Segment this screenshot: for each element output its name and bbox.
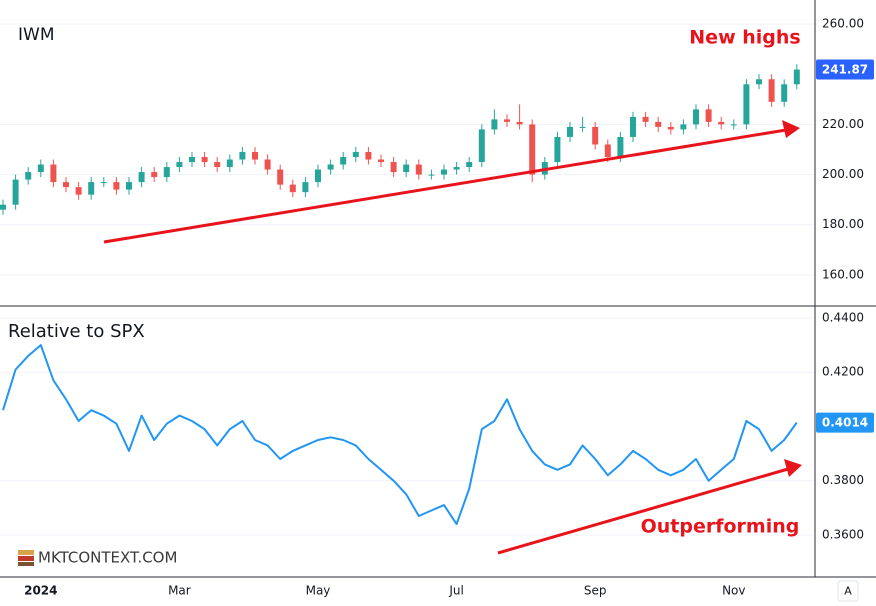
candle-body bbox=[491, 119, 498, 130]
candle-body bbox=[378, 159, 384, 163]
candle-body bbox=[289, 184, 296, 193]
y-tick-label: 0.4200 bbox=[822, 365, 864, 379]
candle-body bbox=[667, 126, 674, 130]
last-price-label: 241.87 bbox=[822, 63, 868, 77]
candle-body bbox=[428, 174, 435, 176]
candle-body bbox=[352, 151, 359, 158]
y-tick-label: 160.00 bbox=[822, 267, 864, 281]
x-tick-label: Jul bbox=[448, 584, 463, 598]
marks-layer bbox=[0, 64, 800, 526]
candle-body bbox=[617, 136, 624, 158]
candle-body bbox=[88, 182, 95, 195]
labels-layer: 160.00 180.00 200.00 220.00 260.00 241.87 0.36… bbox=[24, 17, 874, 598]
last-value-box bbox=[816, 412, 874, 433]
y-tick-label: 260.00 bbox=[822, 17, 864, 31]
candle-body bbox=[214, 162, 221, 168]
candle-body bbox=[163, 167, 170, 178]
arrow bbox=[103, 120, 800, 244]
x-tick-label: Nov bbox=[722, 584, 745, 598]
y-tick-label: 0.3600 bbox=[822, 527, 864, 541]
x-tick-label: Mar bbox=[168, 584, 191, 598]
candle-body bbox=[63, 182, 69, 188]
candle-body bbox=[705, 109, 712, 122]
candle-body bbox=[579, 126, 586, 128]
candle-body bbox=[630, 116, 636, 137]
watermark-logo bbox=[18, 550, 34, 566]
candle-body bbox=[390, 162, 397, 173]
candle-body bbox=[604, 144, 611, 158]
candle-body bbox=[680, 124, 687, 130]
candle-body bbox=[415, 164, 422, 175]
y-tick-label: 200.00 bbox=[822, 167, 864, 181]
y-tick-label: 0.4400 bbox=[822, 310, 864, 324]
candle-body bbox=[226, 159, 233, 168]
candle-body bbox=[315, 169, 321, 183]
x-tick-label: 2024 bbox=[24, 584, 57, 598]
candle-body bbox=[693, 109, 699, 125]
pane-title: IWM bbox=[18, 25, 55, 45]
candle-body bbox=[176, 162, 183, 168]
y-tick-label: 0.3800 bbox=[822, 473, 864, 487]
candle-body bbox=[264, 159, 271, 170]
candle-body bbox=[781, 84, 788, 102]
x-tick-label: Sep bbox=[584, 584, 607, 598]
candle-body bbox=[365, 151, 372, 160]
scale-button[interactable] bbox=[837, 580, 859, 602]
last-price-box bbox=[816, 59, 874, 80]
candle-body bbox=[189, 157, 195, 163]
y-tick-label: 180.00 bbox=[822, 217, 864, 231]
candle-body bbox=[642, 116, 649, 122]
candle-body bbox=[138, 172, 145, 183]
candle-body bbox=[441, 169, 447, 175]
candle-body bbox=[50, 164, 57, 183]
candle-body bbox=[756, 79, 762, 85]
candle-body bbox=[100, 182, 107, 184]
candle-body bbox=[793, 69, 800, 85]
candle-body bbox=[768, 79, 775, 102]
candle-body bbox=[126, 182, 132, 190]
candle-body bbox=[37, 164, 44, 173]
candle-body bbox=[453, 167, 460, 170]
x-tick-label: May bbox=[306, 584, 331, 598]
candle-body bbox=[730, 124, 737, 126]
candle-body bbox=[567, 126, 573, 137]
candle-body bbox=[75, 187, 82, 195]
last-value-label: 0.4014 bbox=[822, 416, 868, 430]
candle-body bbox=[327, 164, 334, 170]
candle-body bbox=[25, 172, 32, 180]
candle-body bbox=[302, 182, 309, 193]
pane-title: Relative to SPX bbox=[8, 321, 145, 342]
candle-body bbox=[113, 182, 120, 190]
scale-button-label[interactable]: A bbox=[844, 585, 852, 598]
candle-body bbox=[592, 126, 599, 145]
candle-body bbox=[252, 151, 258, 160]
annotation: Outperforming bbox=[641, 516, 800, 538]
y-tick-label: 220.00 bbox=[822, 117, 864, 131]
grid-layer bbox=[0, 23, 815, 536]
candle-body bbox=[340, 157, 347, 165]
candle-body bbox=[529, 124, 536, 175]
candle-body bbox=[743, 84, 750, 125]
candle-body bbox=[516, 121, 523, 125]
candle-body bbox=[0, 204, 6, 210]
arrow bbox=[497, 459, 802, 555]
candle-body bbox=[504, 119, 510, 122]
candle-body bbox=[239, 151, 246, 160]
candle-body bbox=[655, 121, 662, 127]
candle-body bbox=[151, 172, 158, 178]
candle-body bbox=[554, 136, 561, 163]
candle-body bbox=[403, 164, 410, 173]
line-series bbox=[2, 344, 798, 526]
candle-body bbox=[277, 169, 284, 185]
candle-body bbox=[718, 121, 725, 125]
annotation: New highs bbox=[689, 27, 800, 49]
candle-body bbox=[12, 179, 19, 205]
candle-body bbox=[466, 162, 473, 168]
candle-body bbox=[201, 157, 208, 163]
candle-body bbox=[478, 129, 485, 163]
watermark: MKTCONTEXT.COM bbox=[38, 549, 177, 567]
